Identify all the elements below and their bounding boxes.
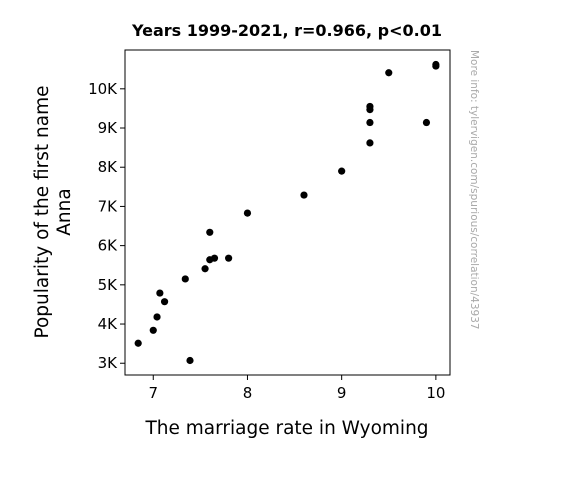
x-tick-label-1: 7 (148, 384, 158, 402)
y-axis-label-line-1: Popularity of the first name (32, 85, 53, 338)
data-point-21 (422, 118, 431, 127)
y-tick-label-3: 5K (98, 276, 119, 294)
y-tick-label-5: 7K (98, 197, 119, 215)
watermark-text: More info: tylervigen.com/spurious/corre… (468, 50, 480, 330)
data-point-4 (156, 289, 164, 297)
data-point-9 (206, 228, 214, 236)
x-tick-label-3: 9 (337, 384, 347, 402)
y-tick-label-7: 9K (98, 119, 119, 137)
x-axis-ticks: 7 8 9 10 (148, 375, 445, 402)
chart-title: Years 1999-2021, r=0.966, p<0.01 (131, 21, 442, 40)
y-tick-label-4: 6K (98, 237, 119, 255)
x-tick-label-2: 8 (243, 384, 253, 402)
axes-frame (124, 49, 451, 376)
data-point-5 (160, 298, 169, 306)
plot-area: 7 8 9 10 3K 4K 5K 6K 7K 8K 9K 10K (88, 49, 451, 402)
y-axis-ticks: 3K 4K 5K 6K 7K 8K 9K 10K (88, 80, 125, 372)
y-axis-label: Popularity of the first name Anna (32, 85, 75, 338)
watermark: More info: tylervigen.com/spurious/corre… (468, 50, 480, 330)
data-point-17 (366, 118, 374, 127)
data-point-11 (210, 254, 219, 262)
y-axis-label-line-2: Anna (54, 188, 75, 235)
y-tick-label-8: 10K (88, 80, 118, 98)
data-point-20 (385, 69, 393, 77)
data-point-3 (153, 313, 161, 321)
x-axis-label: The marriage rate in Wyoming (144, 418, 428, 439)
data-point-8 (201, 265, 209, 273)
data-point-6 (181, 275, 189, 283)
data-point-7 (186, 356, 194, 365)
y-tick-label-6: 8K (98, 158, 119, 176)
data-point-16 (366, 139, 374, 147)
data-point-23 (432, 60, 440, 69)
data-point-12 (225, 254, 233, 262)
data-point-15 (338, 167, 346, 175)
data-point-1 (134, 339, 142, 347)
data-point-19 (366, 102, 374, 111)
data-point-14 (300, 191, 308, 199)
y-tick-label-1: 3K (98, 354, 119, 372)
y-tick-label-2: 4K (98, 315, 119, 333)
data-points (134, 60, 440, 365)
data-point-13 (243, 209, 252, 217)
x-tick-label-4: 10 (426, 384, 445, 402)
data-point-2 (149, 326, 157, 334)
